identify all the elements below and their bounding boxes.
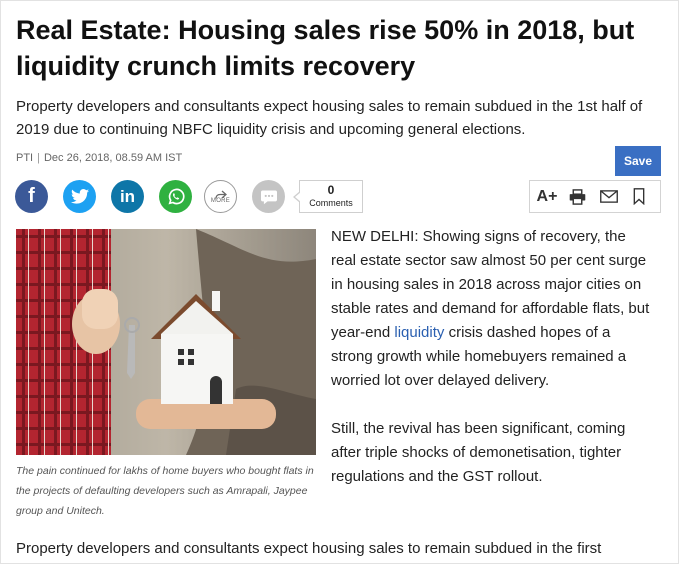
linkedin-icon: in bbox=[119, 186, 136, 206]
comment-count: 0 bbox=[327, 183, 335, 197]
bookmark-button[interactable] bbox=[625, 181, 653, 212]
facebook-icon: f bbox=[28, 185, 35, 207]
byline: PTI | Dec 26, 2018, 08.59 AM IST bbox=[16, 152, 182, 164]
more-label: MORE bbox=[210, 197, 231, 204]
twitter-icon bbox=[70, 189, 89, 204]
email-button[interactable] bbox=[595, 181, 623, 212]
more-share-icon bbox=[214, 190, 227, 199]
paragraph-1-text-end: crisis dashed hopes of a strong growth w… bbox=[331, 324, 627, 389]
source-label[interactable]: PTI bbox=[16, 152, 34, 164]
twitter-share-button[interactable] bbox=[63, 180, 96, 213]
comment-count-label: Comments bbox=[309, 198, 353, 208]
comment-icon bbox=[260, 189, 277, 204]
article-tools: A+ bbox=[529, 180, 661, 213]
save-button[interactable]: Save bbox=[615, 146, 661, 176]
article-headline: Real Estate: Housing sales rise 50% in 2… bbox=[16, 15, 635, 81]
body-paragraph-3: Property developers and consultants expe… bbox=[16, 540, 602, 557]
print-button[interactable] bbox=[563, 181, 591, 212]
email-icon bbox=[600, 190, 618, 203]
article-image bbox=[16, 229, 316, 455]
publish-date: Dec 26, 2018, 08.59 AM IST bbox=[43, 152, 183, 164]
bookmark-icon bbox=[633, 188, 645, 205]
comment-button[interactable] bbox=[252, 180, 285, 213]
article-summary: Property developers and consultants expe… bbox=[16, 98, 643, 138]
liquidity-link[interactable]: liquidity bbox=[394, 324, 445, 341]
byline-separator: | bbox=[37, 152, 40, 164]
comment-count-box[interactable]: 0 Comments bbox=[293, 180, 363, 213]
linkedin-share-button[interactable]: in bbox=[111, 180, 144, 213]
font-size-button[interactable]: A+ bbox=[536, 187, 558, 205]
body-paragraph-2: Still, the revival has been significant,… bbox=[331, 420, 626, 485]
paragraph-1-text-start: NEW DELHI: Showing signs of recovery, th… bbox=[331, 228, 650, 341]
image-caption: The pain continued for lakhs of home buy… bbox=[16, 465, 314, 517]
whatsapp-icon bbox=[168, 188, 185, 204]
body-paragraph-1: NEW DELHI: Showing signs of recovery, th… bbox=[331, 225, 651, 393]
more-share-button[interactable]: MORE bbox=[204, 180, 237, 213]
print-icon bbox=[569, 188, 585, 205]
whatsapp-share-button[interactable] bbox=[159, 180, 192, 213]
facebook-share-button[interactable]: f bbox=[15, 180, 48, 213]
article-body: NEW DELHI: Showing signs of recovery, th… bbox=[331, 225, 651, 513]
